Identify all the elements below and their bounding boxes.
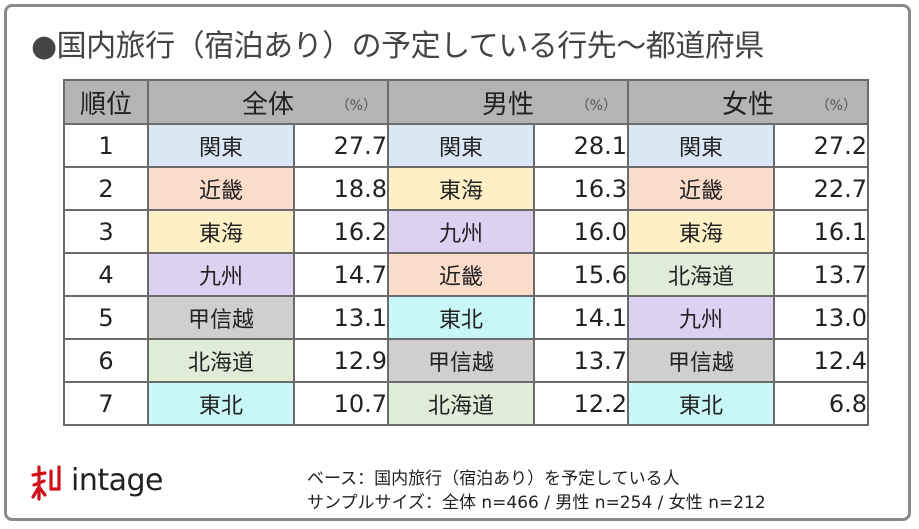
value-cell: 18.8 — [293, 166, 389, 211]
figure-frame: ●国内旅行（宿泊あり）の予定している行先～都道府県 順位 全体 （%） 男性 （%）… — [4, 4, 911, 521]
value-cell: 27.2 — [773, 123, 869, 168]
rank-cell: 5 — [63, 295, 149, 340]
rank-cell: 4 — [63, 252, 149, 297]
value-cell: 6.8 — [773, 381, 869, 426]
table-body: 1 関東 27.7 関東 28.1 関東 27.2 2 近畿 18.8 東海 16.3 近畿 22.7 3 東… — [63, 123, 869, 426]
table-row: 4 九州 14.7 近畿 15.6 北海道 13.7 — [63, 252, 869, 297]
region-cell: 九州 — [387, 209, 535, 254]
group-label: 女性 — [721, 89, 774, 120]
value-cell: 16.1 — [773, 209, 869, 254]
table-row: 6 北海道 12.9 甲信越 13.7 甲信越 12.4 — [63, 338, 869, 383]
value-cell: 16.0 — [533, 209, 629, 254]
footnote-sample-size: サンプルサイズ：全体 n=466 / 男性 n=254 / 女性 n=212 — [307, 493, 766, 513]
value-cell: 13.0 — [773, 295, 869, 340]
unit-label: （%） — [575, 98, 617, 114]
region-cell: 北海道 — [147, 338, 295, 383]
region-cell: 関東 — [627, 123, 775, 168]
group-header-total: 全体 （%） — [147, 79, 389, 125]
rank-cell: 3 — [63, 209, 149, 254]
table-row: 2 近畿 18.8 東海 16.3 近畿 22.7 — [63, 166, 869, 211]
unit-label: （%） — [335, 98, 377, 114]
region-cell: 東海 — [627, 209, 775, 254]
region-cell: 甲信越 — [627, 338, 775, 383]
footnote: ベース：国内旅行（宿泊あり）を予定している人 サンプルサイズ：全体 n=466 … — [307, 467, 766, 515]
table-row: 3 東海 16.2 九州 16.0 東海 16.1 — [63, 209, 869, 254]
table-row: 5 甲信越 13.1 東北 14.1 九州 13.0 — [63, 295, 869, 340]
value-cell: 12.9 — [293, 338, 389, 383]
region-cell: 東北 — [627, 381, 775, 426]
region-cell: 東海 — [147, 209, 295, 254]
value-cell: 13.7 — [773, 252, 869, 297]
value-cell: 22.7 — [773, 166, 869, 211]
value-cell: 10.7 — [293, 381, 389, 426]
intage-logo-icon — [31, 465, 61, 501]
intage-logo: intage — [31, 461, 211, 507]
value-cell: 16.2 — [293, 209, 389, 254]
table-header-row: 順位 全体 （%） 男性 （%） 女性 （%） — [63, 79, 869, 125]
unit-label: （%） — [815, 98, 857, 114]
rank-cell: 2 — [63, 166, 149, 211]
region-cell: 東海 — [387, 166, 535, 211]
group-header-female: 女性 （%） — [627, 79, 869, 125]
value-cell: 14.7 — [293, 252, 389, 297]
table-row: 7 東北 10.7 北海道 12.2 東北 6.8 — [63, 381, 869, 426]
rank-header: 順位 — [63, 79, 149, 125]
table-row: 1 関東 27.7 関東 28.1 関東 27.2 — [63, 123, 869, 168]
value-cell: 12.2 — [533, 381, 629, 426]
region-cell: 東北 — [147, 381, 295, 426]
region-cell: 近畿 — [387, 252, 535, 297]
value-cell: 27.7 — [293, 123, 389, 168]
region-cell: 甲信越 — [387, 338, 535, 383]
value-cell: 13.1 — [293, 295, 389, 340]
group-header-male: 男性 （%） — [387, 79, 629, 125]
region-cell: 九州 — [147, 252, 295, 297]
region-cell: 九州 — [627, 295, 775, 340]
region-cell: 甲信越 — [147, 295, 295, 340]
region-cell: 関東 — [387, 123, 535, 168]
group-label: 男性 — [481, 89, 534, 120]
value-cell: 12.4 — [773, 338, 869, 383]
value-cell: 14.1 — [533, 295, 629, 340]
logo-text: intage — [71, 463, 164, 498]
chart-title: ●国内旅行（宿泊あり）の予定している行先～都道府県 — [31, 29, 764, 64]
group-label: 全体 — [241, 89, 294, 120]
region-cell: 関東 — [147, 123, 295, 168]
region-cell: 近畿 — [627, 166, 775, 211]
rank-cell: 6 — [63, 338, 149, 383]
ranking-table: 順位 全体 （%） 男性 （%） 女性 （%） 1 関東 27.7 関東 28.1 関東 27.2… — [63, 79, 869, 426]
rank-cell: 7 — [63, 381, 149, 426]
footnote-base: ベース：国内旅行（宿泊あり）を予定している人 — [307, 469, 680, 489]
value-cell: 16.3 — [533, 166, 629, 211]
value-cell: 13.7 — [533, 338, 629, 383]
region-cell: 北海道 — [627, 252, 775, 297]
region-cell: 北海道 — [387, 381, 535, 426]
value-cell: 28.1 — [533, 123, 629, 168]
region-cell: 東北 — [387, 295, 535, 340]
region-cell: 近畿 — [147, 166, 295, 211]
value-cell: 15.6 — [533, 252, 629, 297]
rank-cell: 1 — [63, 123, 149, 168]
